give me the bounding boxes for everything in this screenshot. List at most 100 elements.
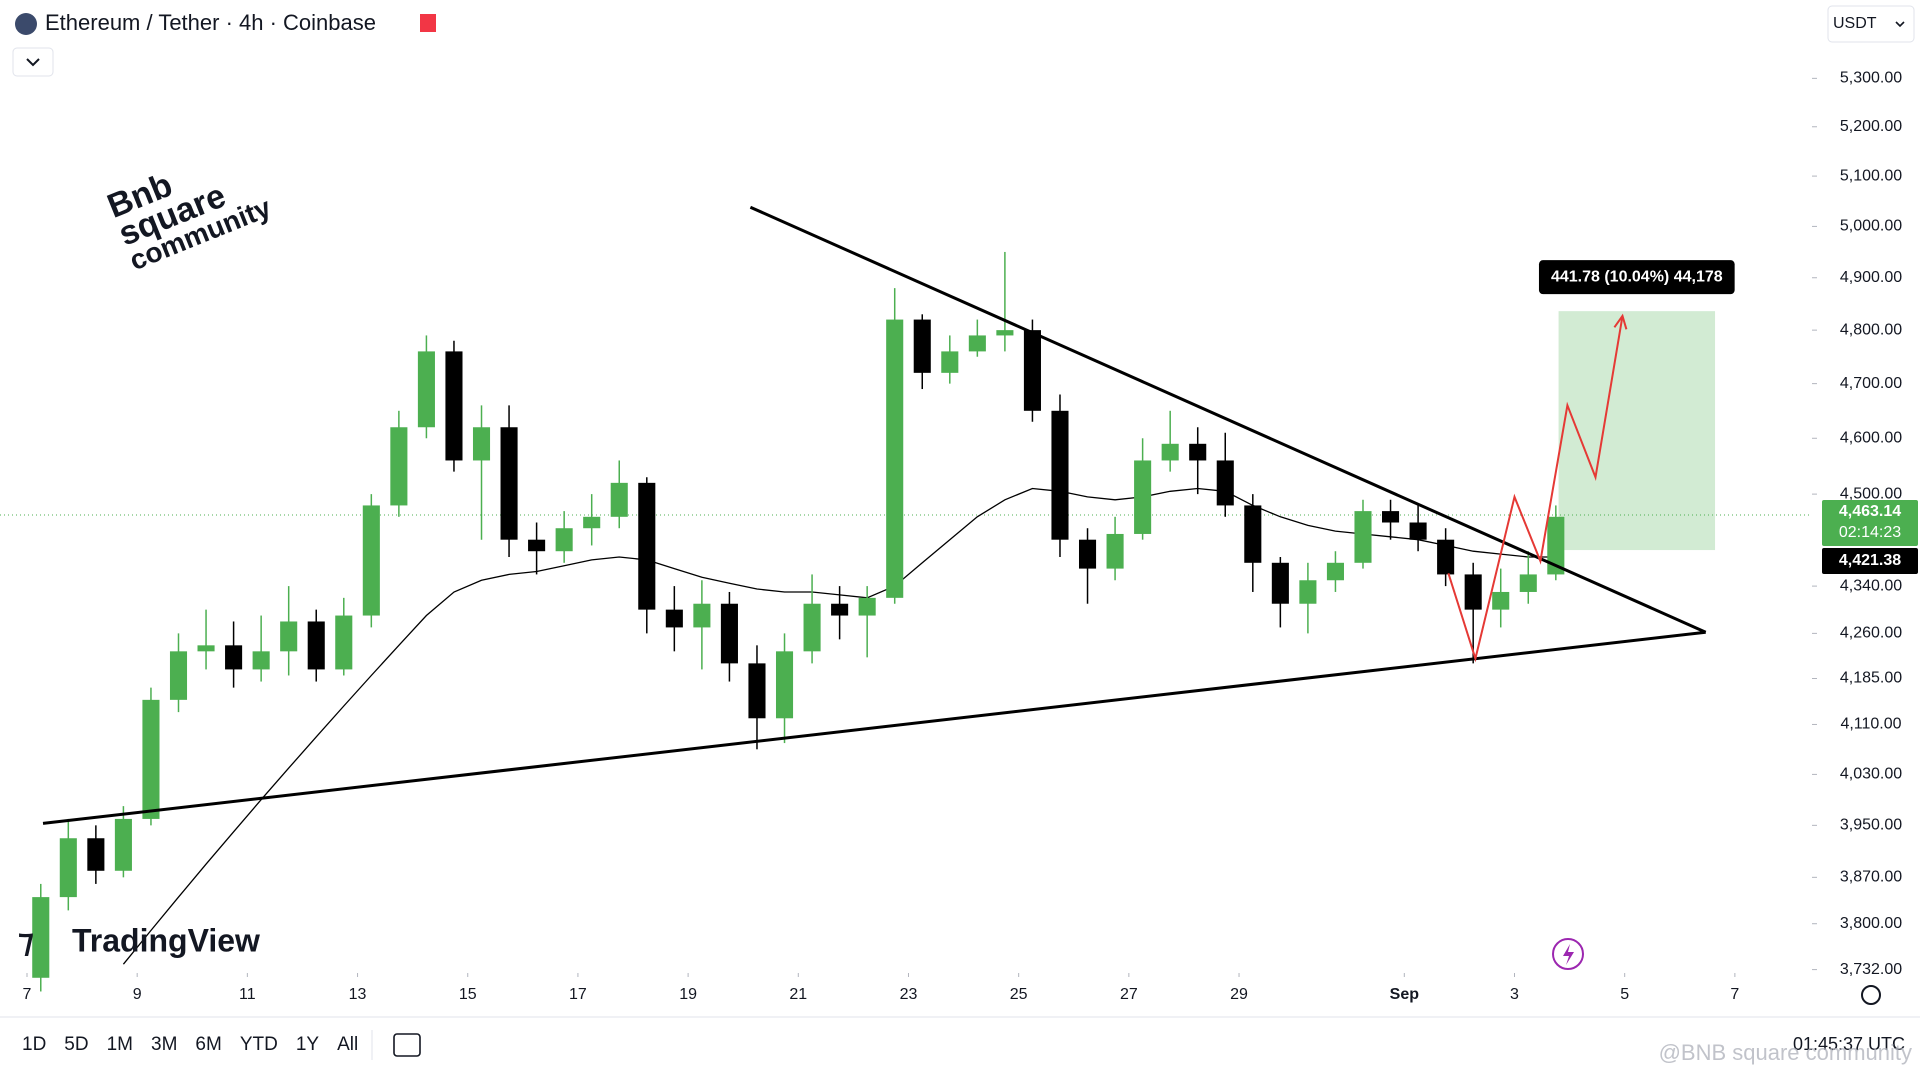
bnb-watermark: Bnb square community — [102, 166, 275, 276]
range-button[interactable]: 3M — [151, 1034, 177, 1055]
projection-path — [1447, 315, 1624, 663]
candle-body — [417, 351, 435, 428]
y-tick-label: 3,732.00 — [1840, 961, 1902, 978]
trendline — [749, 205, 1707, 634]
y-tick-label: 4,700.00 — [1840, 375, 1902, 392]
candle-body — [1244, 505, 1262, 563]
candle-body — [142, 699, 160, 819]
y-tick-label: 4,600.00 — [1840, 429, 1902, 446]
candle-body — [693, 603, 711, 628]
y-tick-label: 3,800.00 — [1840, 915, 1902, 932]
target-box — [1558, 311, 1716, 551]
candle-body — [445, 351, 463, 461]
lightning-icon[interactable] — [1552, 938, 1584, 970]
y-tick-label: 4,500.00 — [1840, 485, 1902, 502]
y-tick-label: 5,300.00 — [1840, 70, 1902, 87]
candle-body — [610, 482, 628, 517]
candle-body — [280, 621, 298, 652]
y-tick-label: 5,000.00 — [1840, 218, 1902, 235]
target-label-bg — [1538, 260, 1735, 295]
y-tick-label: 4,340.00 — [1840, 577, 1902, 594]
tv-logo: TradingView — [72, 922, 260, 958]
clock[interactable]: 01:45:37 UTC — [1793, 1034, 1905, 1054]
candle-body — [555, 528, 573, 552]
candle-body — [307, 621, 325, 670]
collapse-button[interactable] — [12, 47, 54, 77]
settings-icon[interactable] — [1861, 985, 1881, 1005]
candle-body — [1326, 562, 1344, 581]
last-price-label: 4,463.14 — [1839, 503, 1901, 520]
candle-body — [114, 818, 132, 871]
x-tick-label: 23 — [900, 986, 918, 1003]
candle-body — [1519, 574, 1537, 592]
currency-select[interactable] — [1827, 5, 1915, 43]
target-label: 441.78 (10.04%) 44,178 — [1551, 268, 1723, 285]
range-button[interactable]: 5D — [64, 1034, 88, 1055]
range-button[interactable]: 1D — [22, 1034, 46, 1055]
range-button[interactable]: YTD — [240, 1034, 278, 1055]
candle-body — [583, 516, 601, 529]
candle-body — [87, 838, 105, 871]
candle-body — [59, 838, 77, 898]
candle-body — [1051, 410, 1069, 540]
x-tick-label: 19 — [679, 986, 697, 1003]
candle-body — [720, 603, 738, 664]
x-tick-label: 25 — [1010, 986, 1028, 1003]
ma-price-label: 4,421.38 — [1839, 552, 1901, 569]
lightning — [1563, 944, 1574, 965]
candle-body — [1547, 516, 1565, 575]
candle-body — [335, 615, 353, 670]
symbol-icon — [15, 13, 37, 35]
candle-body — [362, 505, 380, 616]
x-tick-label: 3 — [1510, 986, 1519, 1003]
x-tick-label: 7 — [1730, 986, 1739, 1003]
candle-body — [665, 609, 683, 628]
x-tick-label: 27 — [1120, 986, 1138, 1003]
candle-body — [1216, 460, 1234, 506]
candle-body — [169, 651, 188, 700]
range-button[interactable]: 6M — [195, 1034, 221, 1055]
y-tick-label: 5,200.00 — [1840, 118, 1902, 135]
symbol-title[interactable]: Ethereum / Tether · 4h · Coinbase — [45, 10, 376, 35]
candle-body — [1409, 522, 1427, 540]
y-tick-label: 3,870.00 — [1840, 869, 1902, 886]
candle-body — [252, 651, 270, 670]
range-button[interactable]: All — [337, 1034, 358, 1055]
candle-body — [32, 897, 50, 978]
date-range-icon[interactable] — [393, 1033, 421, 1057]
flag-icon[interactable] — [420, 14, 436, 32]
candle-body — [968, 335, 986, 352]
range-button[interactable]: 1Y — [296, 1034, 320, 1055]
candle-body — [831, 603, 849, 616]
candle-body — [1134, 460, 1152, 534]
candle-body — [748, 663, 766, 719]
x-tick-label: 9 — [133, 986, 142, 1003]
x-tick-label: 21 — [789, 986, 807, 1003]
ma-price-badge — [1822, 548, 1918, 575]
candle-body — [1271, 562, 1289, 604]
candle-body — [197, 645, 215, 652]
y-tick-label: 4,900.00 — [1840, 269, 1902, 286]
candle-body — [1437, 539, 1455, 575]
projection-arrow — [1613, 313, 1628, 330]
candle-body — [500, 427, 518, 540]
y-tick-label: 4,800.00 — [1840, 321, 1902, 338]
candle-body — [1078, 539, 1097, 569]
candle-body — [775, 651, 794, 719]
candle-body — [638, 482, 656, 610]
x-tick-label: 15 — [459, 986, 477, 1003]
range-button[interactable]: 1M — [107, 1034, 133, 1055]
candle-body — [913, 319, 931, 373]
x-tick-label: 11 — [239, 986, 256, 1003]
candle-body — [1106, 533, 1124, 569]
candle-body — [996, 330, 1014, 336]
candle-body — [803, 603, 821, 652]
range-bar: 1D 5D 1M 3M 6M YTD 1Y All — [22, 1034, 358, 1055]
candle-body — [225, 645, 243, 670]
candle-body — [1354, 511, 1372, 563]
x-tick-label: 13 — [349, 986, 367, 1003]
y-tick-label: 5,100.00 — [1840, 167, 1902, 184]
y-tick-label: 4,030.00 — [1840, 766, 1902, 783]
candle-body — [1382, 511, 1400, 523]
